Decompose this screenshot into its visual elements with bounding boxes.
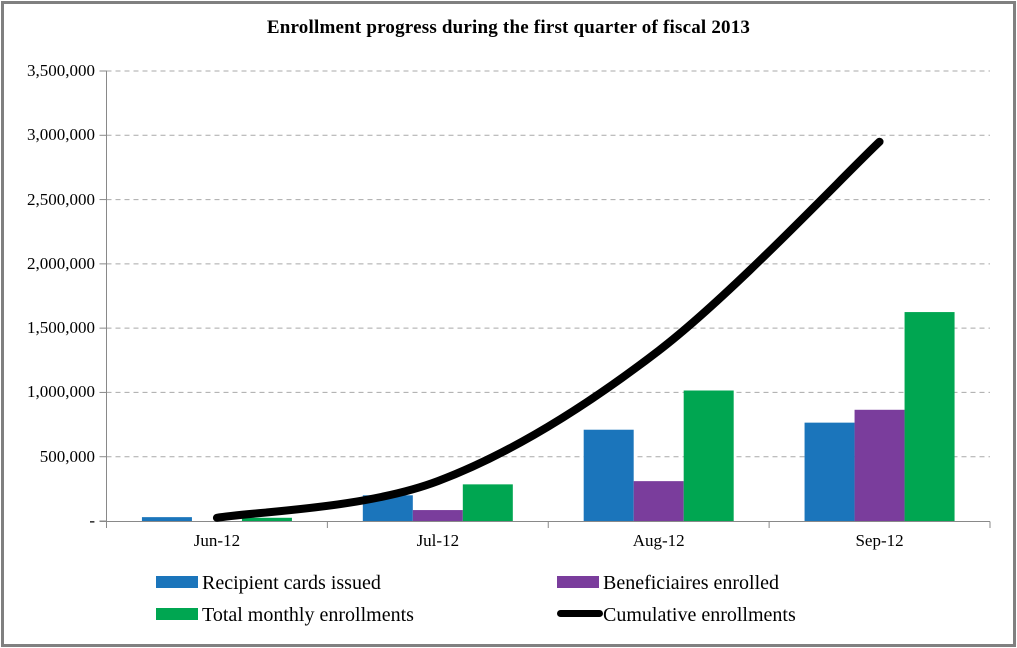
bar-total-monthly-enrollments-Aug-12 <box>683 390 734 521</box>
x-axis-label: Sep-12 <box>855 531 904 550</box>
legend-swatch-cumulative-enrollments <box>557 610 603 617</box>
bar-total-monthly-enrollments-Jul-12 <box>462 484 513 521</box>
legend-swatch-recipient-cards-issued <box>156 576 198 588</box>
y-axis-label: 3,000,000 <box>27 125 95 145</box>
y-axis-label: 1,500,000 <box>27 318 95 338</box>
cumulative-line <box>212 137 884 522</box>
y-axis-label: 500,000 <box>39 446 95 466</box>
bar-recipient-cards-issued-Jun-12 <box>141 517 192 521</box>
bar-recipient-cards-issued-Aug-12 <box>583 429 634 521</box>
legend-label-total-monthly-enrollments: Total monthly enrollments <box>202 604 414 626</box>
bar-beneficiaires-enrolled-Aug-12 <box>633 481 684 521</box>
legend-label-recipient-cards-issued: Recipient cards issued <box>202 572 381 594</box>
x-axis-label: Jul-12 <box>416 531 460 550</box>
y-axis-label: 2,000,000 <box>27 253 95 273</box>
bar-total-monthly-enrollments-Sep-12 <box>904 312 955 521</box>
y-axis-label: - <box>89 511 95 530</box>
y-axis-label: 3,500,000 <box>27 61 95 80</box>
legend-swatch-total-monthly-enrollments <box>156 608 198 620</box>
y-axis-label: 1,000,000 <box>27 382 95 402</box>
x-axis-label: Aug-12 <box>632 531 685 550</box>
y-axis-label: 2,500,000 <box>27 189 95 209</box>
legend-label-beneficiaires-enrolled: Beneficiaires enrolled <box>603 572 780 594</box>
bar-beneficiaires-enrolled-Sep-12 <box>854 409 905 521</box>
legend-swatch-beneficiaires-enrolled <box>557 576 599 588</box>
x-axis-label: Jun-12 <box>193 531 241 550</box>
bar-total-monthly-enrollments-Jun-12 <box>241 517 292 521</box>
legend-label-cumulative-enrollments: Cumulative enrollments <box>603 604 796 626</box>
bar-beneficiaires-enrolled-Jul-12 <box>412 510 463 521</box>
chart-title: Enrollment progress during the first qua… <box>266 17 751 38</box>
bar-recipient-cards-issued-Sep-12 <box>804 422 855 521</box>
